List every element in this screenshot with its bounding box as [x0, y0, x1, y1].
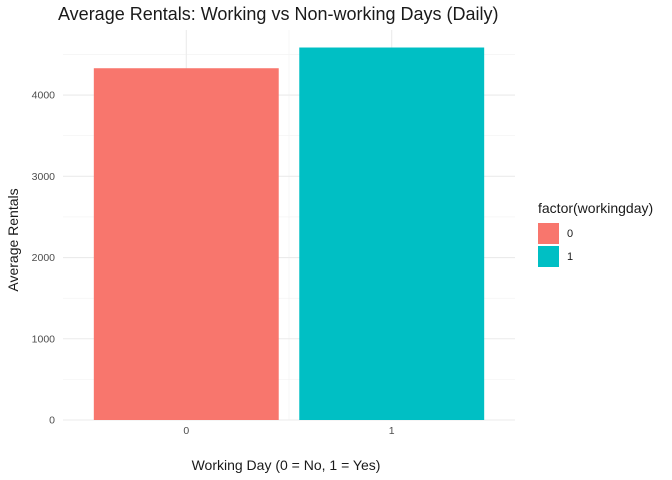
y-tick-label: 1000 [32, 333, 56, 345]
y-tick-label: 0 [49, 415, 55, 427]
legend-title: factor(workingday) [538, 200, 654, 216]
x-tick-label: 0 [183, 425, 189, 437]
legend: factor(workingday) 0 1 [538, 200, 668, 268]
legend-swatch-1 [538, 246, 559, 267]
legend-item-1: 1 [538, 245, 668, 268]
chart-title: Average Rentals: Working vs Non-working … [58, 4, 499, 24]
y-tick-labels: 0 1000 2000 3000 4000 [32, 90, 56, 427]
legend-item-0: 0 [538, 222, 668, 245]
y-axis-title: Average Rentals [5, 188, 21, 291]
x-axis-title: Working Day (0 = No, 1 = Yes) [192, 457, 381, 473]
y-tick-label: 3000 [32, 171, 56, 183]
legend-label-0: 0 [567, 227, 574, 240]
bar-0 [93, 68, 279, 420]
legend-swatch-0 [538, 223, 559, 244]
x-tick-label: 1 [389, 425, 395, 437]
bar-1 [299, 47, 485, 420]
bars [93, 47, 485, 420]
y-tick-label: 4000 [32, 90, 56, 102]
legend-label-1: 1 [567, 250, 574, 263]
y-tick-label: 2000 [32, 252, 56, 264]
